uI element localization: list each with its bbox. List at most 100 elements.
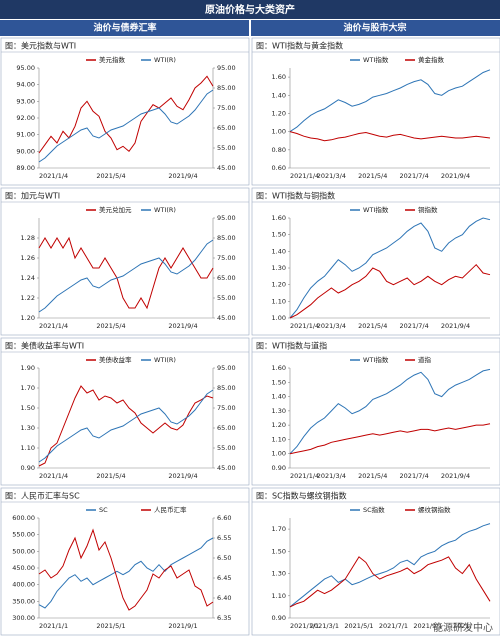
panel [0,187,250,336]
y2-tick-label: 6.40 [217,594,231,602]
y-tick-label: 1.30 [272,264,286,272]
y-tick-label: 0.90 [272,614,286,622]
y-tick-label: 95.00 [16,64,35,72]
y2-tick-label: 45.00 [217,314,236,322]
chart-title: 图：WTI指数与道指 [256,341,327,351]
panel [251,187,500,336]
y-tick-label: 1.22 [21,294,35,302]
legend-label: 螺纹钢指数 [418,505,451,514]
y-tick-label: 1.10 [272,435,286,443]
x-tick-label: 2021/9/4 [168,322,197,330]
y-tick-label: 1.40 [272,91,286,99]
x-tick-label: 2021/3/4 [317,172,346,180]
y2-tick-label: 55.00 [217,444,236,452]
series-line [289,523,491,608]
legend-label: WTI指数 [363,205,389,214]
y-tick-label: 1.30 [272,570,286,578]
y2-tick-label: 75.00 [217,104,236,112]
series-line [289,368,491,455]
chart-title: 图：WTI指数与黄金指数 [256,41,343,51]
y-tick-label: 1.00 [272,314,286,322]
chart-title: 图：WTI指数与铜指数 [256,191,335,201]
y-tick-label: 350.00 [12,597,35,605]
y-tick-label: 600.00 [12,514,35,522]
legend-label: WTI(R) [154,56,176,64]
y2-tick-label: 65.00 [217,424,236,432]
y-tick-label: 92.00 [16,114,35,122]
y-tick-label: 1.20 [21,314,35,322]
y-tick-label: 1.10 [272,592,286,600]
series-line [38,385,214,467]
y-tick-label: 0.90 [21,464,35,472]
x-tick-label: 2021/1/1 [39,622,68,630]
y-tick-label: 300.00 [12,614,35,622]
y-tick-label: 1.60 [272,73,286,81]
chart-title: 图：人民币汇率与SC [5,491,80,501]
y2-tick-label: 65.00 [217,274,236,282]
legend-label: SC指数 [363,505,385,514]
series-line [38,537,214,609]
x-tick-label: 2021/5/1 [344,622,373,630]
x-tick-label: 2021/1/4 [39,322,68,330]
y-tick-label: 1.50 [272,231,286,239]
y-tick-label: 1.50 [21,404,35,412]
title-bar [0,0,500,19]
y-tick-label: 1.50 [272,547,286,555]
legend-label: WTI(R) [154,356,176,364]
y-tick-label: 89.00 [16,164,35,172]
legend-label: 人民币汇率 [154,505,187,514]
legend-label: 美债收益率 [99,355,132,364]
y-tick-label: 1.50 [272,378,286,386]
legend-label: WTI指数 [363,355,389,364]
x-tick-label: 2021/1/4 [290,172,319,180]
y2-tick-label: 95.00 [217,214,236,222]
x-tick-label: 2021/1/4 [290,322,319,330]
y-tick-label: 1.10 [21,444,35,452]
y-tick-label: 1.60 [272,364,286,372]
legend-label: WTI指数 [363,55,389,64]
x-tick-label: 2021/5/4 [96,472,125,480]
y2-tick-label: 75.00 [217,404,236,412]
y-tick-label: 1.30 [272,407,286,415]
y2-tick-label: 6.60 [217,514,231,522]
y-tick-label: 1.30 [21,424,35,432]
y-tick-label: 93.00 [16,97,35,105]
y-tick-label: 94.00 [16,81,35,89]
y-tick-label: 1.40 [272,393,286,401]
y2-tick-label: 65.00 [217,124,236,132]
y-tick-label: 1.90 [21,364,35,372]
series-line [38,389,214,463]
x-tick-label: 2021/7/4 [400,472,429,480]
y-tick-label: 0.60 [272,164,286,172]
x-tick-label: 2021/5/4 [358,322,387,330]
series-line [38,528,214,611]
legend-label: SC [99,506,108,514]
y-tick-label: 0.90 [272,464,286,472]
series-line [289,556,491,608]
y2-tick-label: 55.00 [217,144,236,152]
y2-tick-label: 6.55 [217,534,231,542]
y-tick-label: 1.28 [21,234,35,242]
x-tick-label: 2021/1/4 [39,472,68,480]
x-tick-label: 2021/9/4 [441,172,470,180]
x-tick-label: 2021/1/4 [39,172,68,180]
x-tick-label: 2021/5/4 [358,472,387,480]
y-tick-label: 400.00 [12,581,35,589]
page-title: 原油价格与大类资产 [205,3,295,16]
y-tick-label: 1.00 [272,128,286,136]
y-tick-label: 1.60 [272,214,286,222]
y-tick-label: 1.40 [272,247,286,255]
y-tick-label: 90.00 [16,147,35,155]
x-tick-label: 2021/9/1 [168,622,197,630]
y2-tick-label: 95.00 [217,64,236,72]
x-tick-label: 2021/9/4 [168,472,197,480]
legend-label: WTI(R) [154,206,176,214]
panel [251,337,500,486]
series-line [289,69,491,133]
x-tick-label: 2021/5/1 [96,622,125,630]
series-line [289,217,491,319]
left-section-title: 油价与债券汇率 [93,22,156,34]
y-tick-label: 1.20 [272,421,286,429]
series-line [38,239,214,313]
